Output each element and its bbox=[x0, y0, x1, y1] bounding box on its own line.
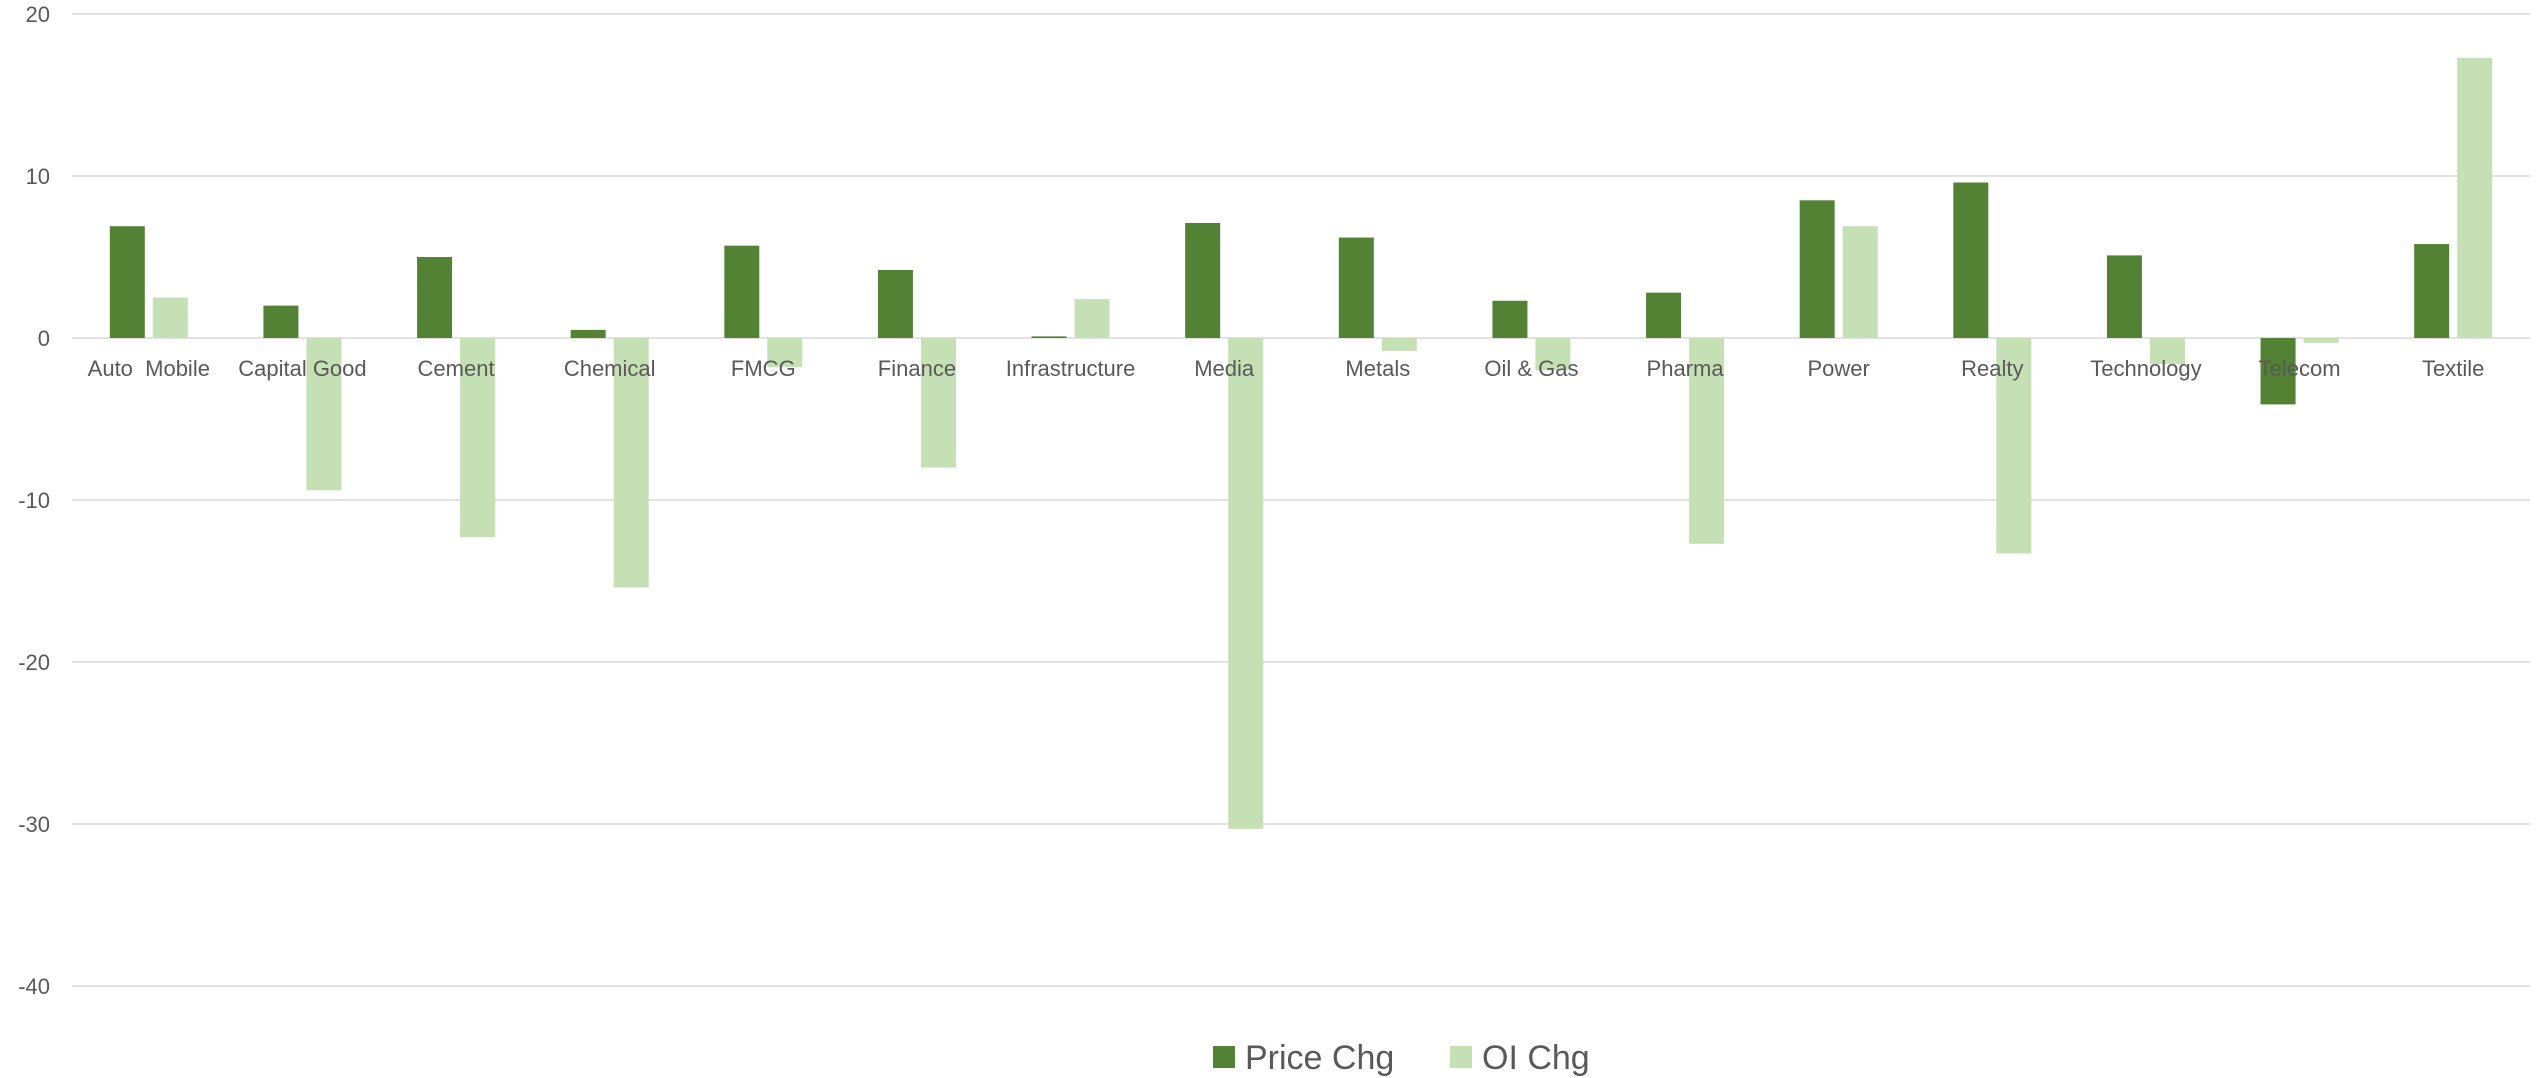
category-label: Oil & Gas bbox=[1484, 356, 1578, 381]
y-tick-label: 20 bbox=[26, 2, 50, 27]
bar-price-chg bbox=[1031, 336, 1067, 338]
category-label: Cement bbox=[418, 356, 495, 381]
category-label: Auto Mobile bbox=[88, 356, 210, 381]
y-tick-label: -30 bbox=[18, 812, 50, 837]
bar-oi-chg bbox=[1535, 338, 1571, 371]
bar-price-chg bbox=[1185, 222, 1221, 338]
category-label: FMCG bbox=[731, 356, 796, 381]
bars bbox=[109, 57, 2493, 829]
bar-price-chg bbox=[2106, 255, 2142, 338]
bar-oi-chg bbox=[1842, 226, 1878, 338]
bar-price-chg bbox=[1646, 292, 1682, 338]
y-tick-label: -10 bbox=[18, 488, 50, 513]
category-label: Chemical bbox=[564, 356, 656, 381]
bar-price-chg bbox=[724, 245, 760, 338]
bar-oi-chg bbox=[2149, 338, 2185, 364]
bar-oi-chg bbox=[152, 297, 188, 338]
gridlines bbox=[72, 13, 2530, 987]
category-label: Telecom bbox=[2259, 356, 2341, 381]
bar-oi-chg bbox=[2457, 57, 2493, 339]
bar-oi-chg bbox=[1381, 338, 1417, 351]
bar-price-chg bbox=[1799, 200, 1835, 338]
y-axis-ticks: 20 10 0 -10 -20 -30 -40 bbox=[18, 2, 50, 999]
y-tick-label: -20 bbox=[18, 650, 50, 675]
legend-swatch bbox=[1450, 1046, 1472, 1068]
category-label: Pharma bbox=[1647, 356, 1725, 381]
bar-oi-chg bbox=[1996, 338, 2032, 554]
category-labels: Auto Mobile Capital Good Cement Chemical FMC… bbox=[88, 356, 2485, 381]
bar-oi-chg bbox=[460, 338, 496, 538]
bar-price-chg bbox=[109, 226, 145, 338]
bar-price-chg bbox=[1953, 182, 1989, 338]
bar-oi-chg bbox=[306, 338, 342, 491]
bar-oi-chg bbox=[1228, 338, 1264, 829]
legend: Price Chg OI Chg bbox=[1213, 1039, 1590, 1077]
legend-label: OI Chg bbox=[1482, 1039, 1590, 1077]
category-label: Realty bbox=[1961, 356, 2023, 381]
legend-swatch bbox=[1213, 1046, 1235, 1068]
category-label: Capital Good bbox=[238, 356, 366, 381]
y-tick-label: 10 bbox=[26, 164, 50, 189]
category-label: Media bbox=[1194, 356, 1255, 381]
category-label: Finance bbox=[878, 356, 956, 381]
bar-oi-chg bbox=[1074, 299, 1110, 338]
bar-price-chg bbox=[1492, 300, 1528, 338]
bar-price-chg bbox=[1338, 237, 1374, 338]
bar-oi-chg bbox=[920, 338, 956, 468]
category-label: Infrastructure bbox=[1006, 356, 1136, 381]
bar-oi-chg bbox=[1689, 338, 1725, 544]
bar-oi-chg bbox=[2303, 338, 2339, 343]
bar-price-chg bbox=[570, 329, 606, 338]
bar-oi-chg bbox=[767, 338, 803, 368]
bar-price-chg bbox=[417, 257, 453, 338]
bar-price-chg bbox=[877, 269, 913, 338]
category-label: Metals bbox=[1345, 356, 1410, 381]
bar-price-chg bbox=[2414, 244, 2450, 338]
category-label: Power bbox=[1808, 356, 1870, 381]
bar-price-chg bbox=[2260, 338, 2296, 405]
category-label: Technology bbox=[2090, 356, 2201, 381]
y-tick-label: 0 bbox=[38, 326, 50, 351]
y-tick-label: -40 bbox=[18, 974, 50, 999]
legend-label: Price Chg bbox=[1245, 1039, 1394, 1077]
bar-price-chg bbox=[263, 305, 299, 338]
bar-oi-chg bbox=[613, 338, 649, 588]
category-label: Textile bbox=[2422, 356, 2484, 381]
